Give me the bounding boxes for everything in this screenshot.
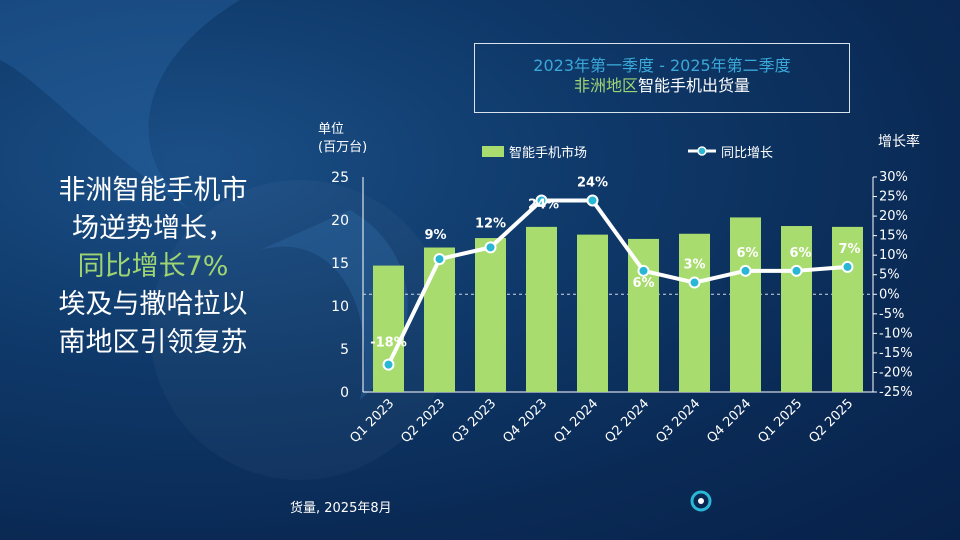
x-tick-label: Q3 2023 — [449, 396, 499, 446]
growth-data-label: 24% — [577, 175, 608, 190]
x-tick-label: Q1 2023 — [347, 396, 397, 446]
legend-line-label: 同比增长 — [721, 146, 773, 161]
headline-line1: 非洲智能手机市 — [58, 175, 248, 206]
chart-title-rest: 智能手机出货量 — [638, 76, 751, 95]
bar — [373, 265, 404, 392]
x-tick-label: Q2 2024 — [602, 396, 652, 446]
y-tick-right: 5% — [879, 268, 900, 283]
growth-point — [382, 358, 395, 371]
headline-line5: 南地区引领复苏 — [58, 327, 248, 358]
chart-title-highlight: 非洲地区 — [573, 76, 638, 95]
y-tick-right: -5% — [879, 307, 904, 322]
x-tick-label: Q3 2024 — [653, 396, 703, 446]
x-tick-label: Q2 2025 — [806, 396, 856, 446]
y-tick-right: 25% — [879, 190, 908, 205]
y-tick-left: 0 — [340, 385, 349, 401]
growth-point — [484, 241, 497, 254]
growth-data-label: 12% — [475, 216, 506, 231]
growth-point — [586, 194, 599, 207]
x-tick-label: Q1 2025 — [755, 396, 805, 446]
headline-line3: 同比增长7% — [77, 251, 229, 282]
headline-line2: 场逆势增长， — [72, 213, 234, 244]
bar — [424, 247, 455, 392]
y-tick-right: 10% — [879, 248, 908, 263]
bar — [679, 233, 710, 392]
logo-icon — [690, 490, 712, 512]
bar — [628, 238, 659, 392]
growth-point — [688, 276, 701, 289]
x-tick-label: Q1 2024 — [551, 396, 601, 446]
growth-data-label: 9% — [424, 228, 446, 243]
y-tick-right: 30% — [879, 170, 908, 185]
growth-point — [535, 194, 548, 207]
bar — [475, 238, 506, 392]
headline-line4: 埃及与撒哈拉以 — [58, 289, 248, 320]
y-tick-right: 20% — [879, 209, 908, 224]
legend-bar-label: 智能手机市场 — [509, 145, 587, 161]
y-tick-left: 15 — [331, 256, 349, 272]
bar — [781, 226, 812, 392]
bar — [730, 217, 761, 392]
y-tick-left: 10 — [331, 299, 349, 315]
chart-title-box: 2023年第一季度 - 2025年第二季度 非洲地区智能手机出货量 — [474, 43, 850, 113]
y-tick-left: 20 — [331, 213, 349, 229]
growth-point — [637, 264, 650, 277]
x-tick-label: Q4 2024 — [704, 396, 754, 446]
x-tick-label: Q4 2023 — [500, 396, 550, 446]
growth-data-label: 6% — [789, 246, 811, 261]
legend-bar-swatch — [482, 146, 504, 157]
y-tick-left: 5 — [340, 342, 349, 358]
y-tick-left: 25 — [331, 170, 349, 186]
growth-data-label: 24% — [528, 197, 559, 212]
y-tick-right: -25% — [879, 385, 913, 400]
y-tick-right: -20% — [879, 365, 913, 380]
bar — [832, 226, 863, 392]
chart-title-line2: 非洲地区智能手机出货量 — [475, 76, 849, 96]
growth-data-label: -18% — [370, 336, 407, 351]
x-tick-label: Q2 2023 — [398, 396, 448, 446]
growth-data-label: 7% — [838, 242, 860, 257]
growth-point — [433, 253, 446, 266]
y-axis-left-label: (百万台) — [318, 140, 367, 155]
growth-data-label: 6% — [736, 246, 758, 261]
y-tick-right: 15% — [879, 229, 908, 244]
bar — [526, 226, 557, 392]
growth-line — [386, 198, 848, 366]
bar — [577, 234, 608, 392]
y-axis-right-label: 增长率 — [878, 133, 920, 150]
growth-point — [790, 264, 803, 277]
growth-point — [841, 260, 854, 273]
y-tick-right: -15% — [879, 346, 913, 361]
headline: 非洲智能手机市 场逆势增长， 同比增长7% 埃及与撒哈拉以 南地区引领复苏 — [18, 172, 288, 362]
y-axis-left-label: 单位 — [318, 122, 344, 137]
legend-line-marker — [697, 146, 707, 156]
y-tick-right: -10% — [879, 326, 913, 341]
source-text: 货量, 2025年8月 — [290, 501, 392, 516]
growth-data-label: 3% — [683, 258, 705, 273]
chart-title-line1: 2023年第一季度 - 2025年第二季度 — [533, 56, 791, 75]
growth-point — [739, 264, 752, 277]
growth-data-label: 6% — [632, 276, 654, 291]
y-tick-right: 0% — [879, 287, 900, 302]
